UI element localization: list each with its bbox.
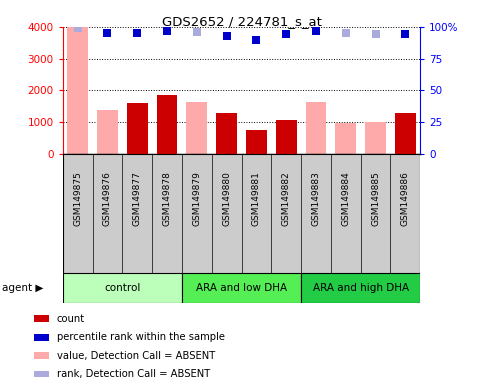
Text: GSM149877: GSM149877 <box>133 172 142 226</box>
Text: agent ▶: agent ▶ <box>2 283 44 293</box>
Point <box>133 30 141 36</box>
Text: ARA and low DHA: ARA and low DHA <box>196 283 287 293</box>
Bar <box>97 110 118 154</box>
Point <box>372 31 380 38</box>
Text: ARA and high DHA: ARA and high DHA <box>313 283 409 293</box>
Bar <box>182 273 301 303</box>
Text: GSM149876: GSM149876 <box>103 172 112 226</box>
Bar <box>276 120 297 154</box>
Text: rank, Detection Call = ABSENT: rank, Detection Call = ABSENT <box>57 369 210 379</box>
Bar <box>395 113 416 154</box>
Bar <box>67 27 88 154</box>
Text: count: count <box>57 314 85 324</box>
Bar <box>186 102 207 154</box>
Point <box>282 31 290 38</box>
Text: GSM149881: GSM149881 <box>252 172 261 226</box>
Point <box>223 33 230 39</box>
Text: GSM149883: GSM149883 <box>312 172 320 226</box>
Bar <box>306 102 327 154</box>
Point <box>342 30 350 36</box>
Text: value, Detection Call = ABSENT: value, Detection Call = ABSENT <box>57 351 215 361</box>
Bar <box>365 122 386 154</box>
Bar <box>156 95 177 154</box>
Bar <box>127 103 148 154</box>
Text: control: control <box>104 283 141 293</box>
Bar <box>335 123 356 154</box>
Text: GSM149875: GSM149875 <box>73 172 82 226</box>
Text: GSM149884: GSM149884 <box>341 172 350 226</box>
Point <box>401 31 409 38</box>
Text: GSM149878: GSM149878 <box>163 172 171 226</box>
Point <box>163 28 171 34</box>
Point <box>312 28 320 34</box>
Point <box>193 29 201 35</box>
Point <box>253 36 260 43</box>
Text: GSM149886: GSM149886 <box>401 172 410 226</box>
Bar <box>301 273 420 303</box>
Text: GSM149879: GSM149879 <box>192 172 201 226</box>
Text: percentile rank within the sample: percentile rank within the sample <box>57 332 225 342</box>
Bar <box>246 130 267 154</box>
Bar <box>63 273 182 303</box>
Text: GSM149882: GSM149882 <box>282 172 291 226</box>
Bar <box>216 113 237 154</box>
Text: GDS2652 / 224781_s_at: GDS2652 / 224781_s_at <box>161 15 322 28</box>
Text: GSM149885: GSM149885 <box>371 172 380 226</box>
Point <box>74 25 82 31</box>
Text: GSM149880: GSM149880 <box>222 172 231 226</box>
Point <box>104 30 112 36</box>
